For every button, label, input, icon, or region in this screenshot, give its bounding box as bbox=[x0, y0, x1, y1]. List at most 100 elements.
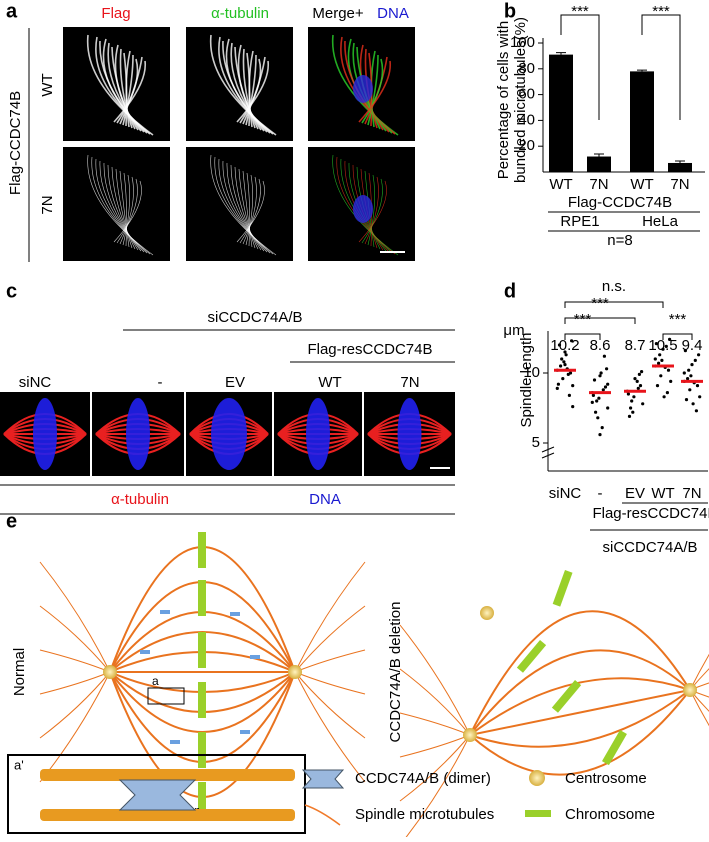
mt-bundle bbox=[40, 809, 295, 821]
fiber bbox=[226, 162, 265, 252]
median-label: 8.7 bbox=[625, 337, 646, 354]
dot bbox=[695, 384, 700, 388]
fiber bbox=[239, 178, 261, 244]
x-tick-label: EV bbox=[625, 485, 645, 502]
astral-mt bbox=[399, 624, 471, 736]
dot bbox=[563, 350, 567, 354]
dot bbox=[606, 406, 610, 410]
dot bbox=[627, 414, 632, 418]
dimer bbox=[160, 610, 170, 614]
fiber bbox=[210, 154, 277, 256]
dot bbox=[637, 372, 642, 376]
dot bbox=[567, 393, 572, 397]
legend-text: CCDC74A/B (dimer) bbox=[355, 770, 491, 787]
bracket bbox=[662, 333, 693, 340]
dot bbox=[638, 384, 643, 388]
dot bbox=[636, 386, 640, 390]
dot bbox=[594, 410, 598, 414]
astral-mt bbox=[294, 671, 366, 739]
dot bbox=[640, 370, 644, 374]
micrographs bbox=[63, 27, 415, 261]
chromosome bbox=[551, 680, 582, 713]
dimer bbox=[118, 779, 197, 811]
chromosomes bbox=[33, 398, 57, 470]
microtubule bbox=[469, 689, 691, 736]
fiber bbox=[332, 154, 399, 256]
dimer bbox=[250, 655, 260, 659]
chromosomes bbox=[126, 398, 150, 470]
astral-mt bbox=[399, 712, 471, 736]
bracket bbox=[564, 317, 636, 324]
astral-mt bbox=[39, 605, 111, 673]
chromosome bbox=[516, 640, 547, 673]
chromosome bbox=[198, 532, 206, 568]
chromosome bbox=[198, 782, 206, 818]
astral-mt bbox=[294, 649, 366, 673]
x-tick-label: WT bbox=[630, 176, 653, 193]
dot bbox=[561, 377, 565, 381]
dot bbox=[666, 368, 671, 372]
fiber bbox=[222, 160, 268, 253]
group-label: Flag-CCDC74B bbox=[568, 194, 672, 211]
astral-mt bbox=[39, 671, 111, 739]
legend-text: Chromosome bbox=[565, 806, 655, 823]
dot bbox=[629, 406, 633, 410]
dot bbox=[630, 399, 634, 403]
chromosome bbox=[198, 580, 206, 616]
dot bbox=[684, 398, 689, 402]
significance: *** bbox=[652, 3, 670, 20]
legend-text: Centrosome bbox=[565, 770, 647, 787]
dot bbox=[571, 405, 575, 409]
group-label: Flag-resCCDC74B bbox=[592, 505, 709, 522]
column-label: DNA bbox=[377, 5, 409, 22]
dot bbox=[597, 396, 601, 400]
column-label: - bbox=[158, 374, 163, 391]
dot bbox=[668, 337, 672, 341]
fiber bbox=[364, 176, 379, 245]
fiber bbox=[234, 46, 259, 130]
fiber bbox=[367, 54, 379, 126]
dot bbox=[633, 377, 637, 381]
significance: n.s. bbox=[602, 278, 626, 295]
box-label: a bbox=[152, 674, 159, 688]
dot bbox=[653, 357, 657, 361]
error-bar bbox=[594, 153, 604, 157]
nucleus bbox=[353, 75, 373, 103]
x-tick-label: siNC bbox=[549, 485, 582, 502]
y-tick-label: 20 bbox=[518, 137, 535, 154]
y-label: bundled microtubules(%) bbox=[512, 17, 529, 183]
astral-mt bbox=[294, 605, 366, 673]
fiber bbox=[122, 174, 130, 246]
fiber bbox=[336, 156, 396, 255]
fiber bbox=[116, 58, 139, 124]
chromosome bbox=[601, 729, 627, 766]
dot bbox=[694, 409, 699, 413]
microtubule bbox=[469, 677, 691, 736]
dot bbox=[693, 358, 697, 362]
dot bbox=[566, 372, 570, 376]
dot bbox=[660, 358, 664, 362]
fiber bbox=[361, 58, 384, 124]
dot bbox=[632, 395, 636, 399]
dimer bbox=[170, 740, 180, 744]
x-tick-label: WT bbox=[651, 485, 674, 502]
nucleus bbox=[353, 195, 373, 223]
dot bbox=[595, 399, 599, 403]
x-tick-label: 7N bbox=[589, 176, 608, 193]
dot bbox=[600, 426, 604, 430]
y-tick-label: 10 bbox=[523, 364, 540, 381]
dot bbox=[664, 344, 668, 348]
bar bbox=[587, 156, 611, 172]
astral-mt bbox=[399, 668, 471, 736]
group-label: HeLa bbox=[642, 213, 679, 230]
dot bbox=[683, 349, 688, 353]
chromosomes bbox=[211, 398, 247, 470]
chromosome bbox=[198, 732, 206, 768]
bracket bbox=[564, 333, 601, 340]
microtubule bbox=[469, 689, 691, 776]
column-label: 7N bbox=[400, 374, 419, 391]
fiber bbox=[234, 166, 259, 250]
fiber bbox=[242, 170, 253, 248]
dot bbox=[591, 393, 596, 397]
